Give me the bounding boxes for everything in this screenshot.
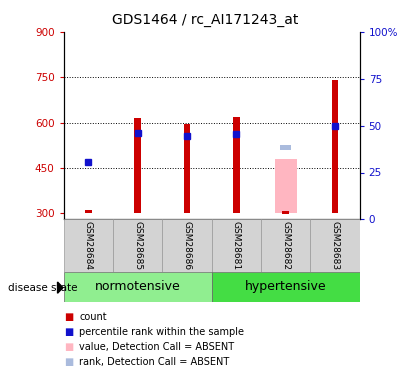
Bar [261, 219, 310, 272]
Text: ■: ■ [64, 327, 73, 337]
Text: disease state: disease state [8, 283, 78, 292]
Bar [85, 210, 92, 213]
Bar [275, 159, 297, 213]
Bar [310, 219, 360, 272]
Text: GSM28681: GSM28681 [232, 221, 241, 270]
Text: GDS1464 / rc_AI171243_at: GDS1464 / rc_AI171243_at [112, 13, 299, 27]
Text: value, Detection Call = ABSENT: value, Detection Call = ABSENT [79, 342, 234, 352]
Bar [134, 118, 141, 213]
Bar [184, 124, 190, 213]
Text: rank, Detection Call = ABSENT: rank, Detection Call = ABSENT [79, 357, 230, 367]
Polygon shape [58, 282, 63, 293]
Text: normotensive: normotensive [95, 280, 180, 293]
Bar [280, 145, 291, 150]
Text: hypertensive: hypertensive [245, 280, 326, 293]
Bar [113, 219, 162, 272]
Bar [212, 272, 360, 302]
Text: count: count [79, 312, 107, 322]
Bar [64, 219, 113, 272]
Text: ■: ■ [64, 312, 73, 322]
Bar [212, 219, 261, 272]
Bar [332, 80, 338, 213]
Text: GSM28685: GSM28685 [133, 221, 142, 270]
Text: GSM28684: GSM28684 [84, 221, 93, 270]
Text: GSM28682: GSM28682 [281, 221, 290, 270]
Text: percentile rank within the sample: percentile rank within the sample [79, 327, 244, 337]
Bar [162, 219, 212, 272]
Bar [64, 272, 212, 302]
Text: GSM28683: GSM28683 [330, 221, 339, 270]
Text: ■: ■ [64, 357, 73, 367]
Text: GSM28686: GSM28686 [182, 221, 192, 270]
Text: ■: ■ [64, 342, 73, 352]
Bar [233, 117, 240, 213]
Bar [282, 211, 289, 214]
